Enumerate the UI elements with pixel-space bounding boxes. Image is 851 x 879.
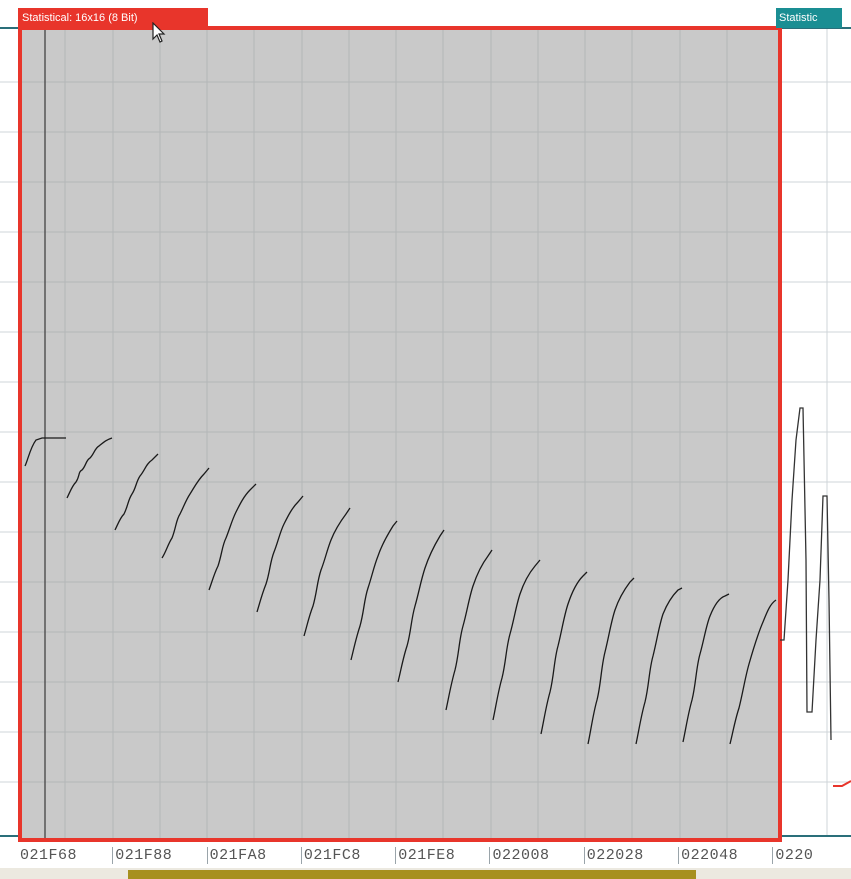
trace-segment (682, 593, 730, 743)
trace-segment (587, 577, 635, 745)
address-label: 022028 (583, 846, 678, 864)
trace-segment (635, 587, 683, 745)
byte-trace (24, 437, 777, 745)
trace-segment (256, 495, 304, 613)
mouse-pointer-icon (152, 21, 168, 51)
address-label: 0220 (772, 846, 832, 864)
address-label: 022048 (678, 846, 772, 864)
address-label: 021FC8 (300, 846, 395, 864)
trace-segment (397, 529, 445, 683)
outer-gridlines (0, 28, 851, 835)
trace-segment (303, 507, 351, 637)
address-label: 022008 (489, 846, 583, 864)
trace-segment (114, 453, 159, 531)
waveform-plot[interactable] (0, 0, 851, 842)
address-label: 021F88 (112, 846, 206, 864)
trace-segment (66, 437, 113, 499)
selection-label[interactable]: Statistical: 16x16 (8 Bit) (18, 8, 208, 28)
trace-segment (729, 599, 777, 745)
scrollbar-thumb[interactable] (128, 870, 696, 879)
address-label: 021FA8 (206, 846, 301, 864)
trace-segment (24, 437, 66, 467)
trace-segment (208, 483, 257, 591)
red-trace-mark (833, 780, 851, 787)
selection-area[interactable] (20, 28, 780, 840)
trace-segment (445, 549, 493, 711)
next-selection-label[interactable]: Statistic (776, 8, 842, 28)
trace-after-selection (780, 407, 832, 741)
trace-segment (492, 559, 541, 721)
selection-gridlines (20, 28, 780, 840)
address-label: 021F68 (20, 846, 78, 864)
selection-border[interactable] (18, 26, 782, 842)
address-axis: 021F68 021F88 021FA8 021FC8 021FE8 02200… (18, 842, 851, 868)
trace-segment (161, 467, 210, 559)
trace-segment (350, 520, 398, 661)
trace-segment (540, 571, 588, 735)
address-label: 021FE8 (395, 846, 489, 864)
